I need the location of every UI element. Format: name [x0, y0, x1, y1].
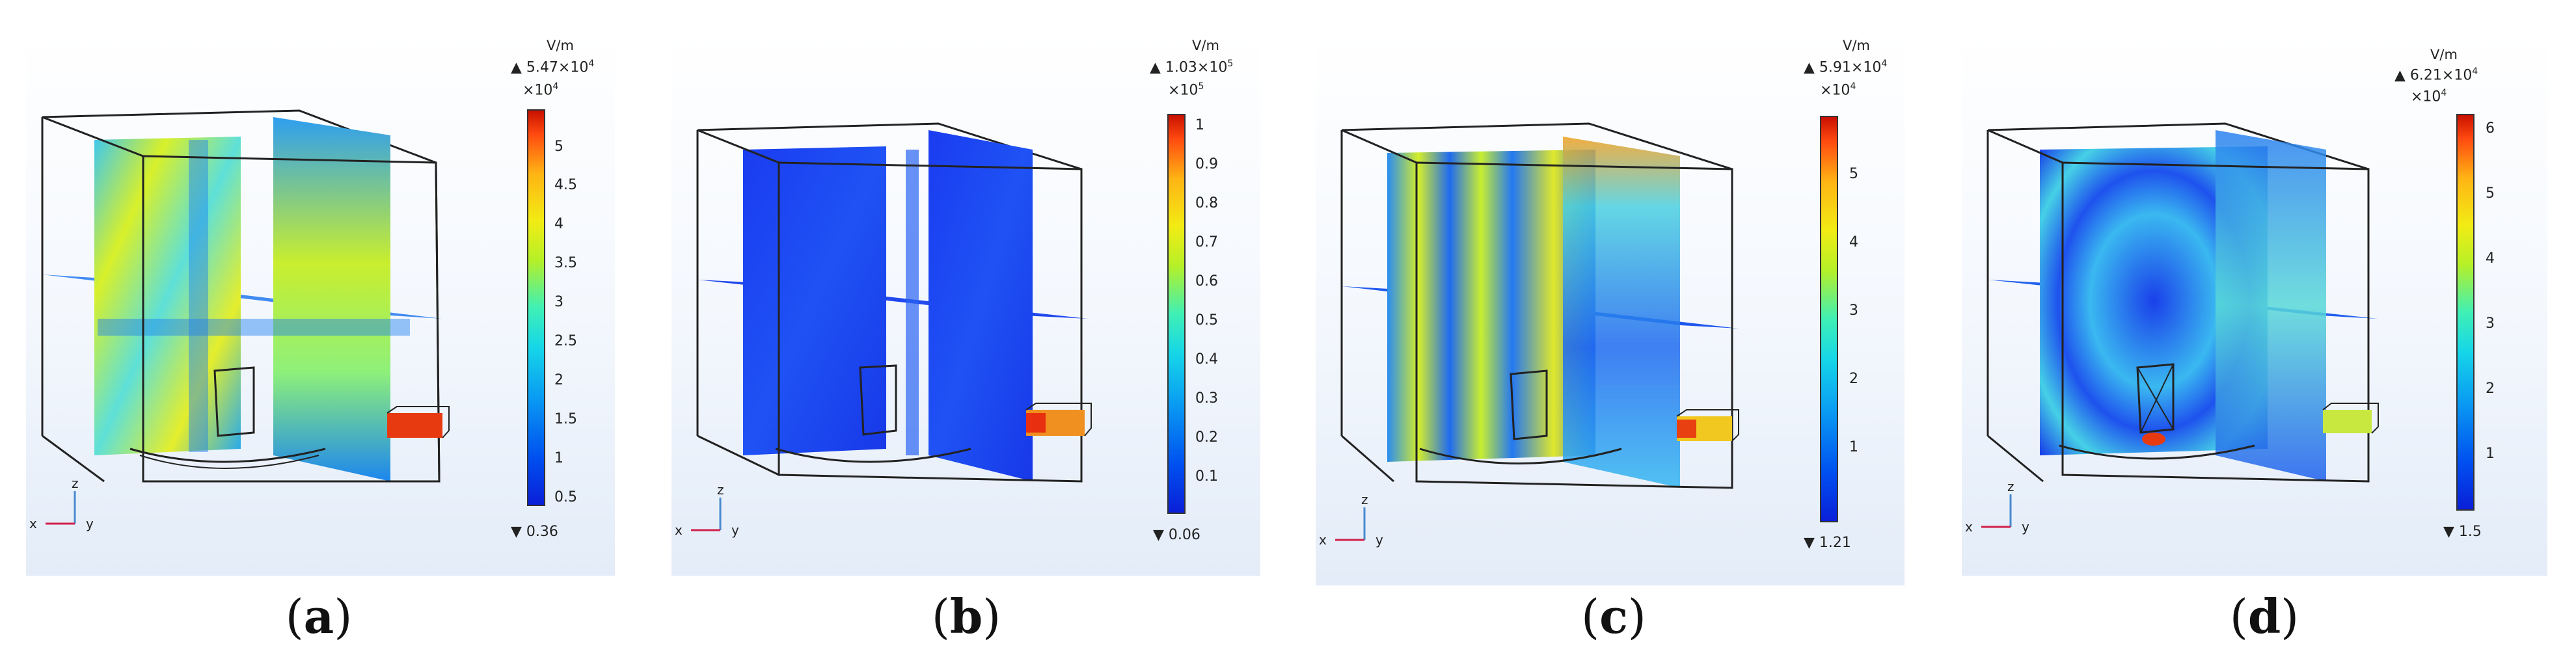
colorbar-min: ▼ 0.36 — [511, 524, 558, 540]
y-axis-label: y — [86, 516, 94, 531]
colorbar-max: ▲ 6.21×104 — [2394, 66, 2478, 84]
colorbar-exponent: ×104 — [1820, 81, 1856, 99]
colorbar-tick: 4.5 — [554, 177, 577, 193]
colorbar-tick: 0.1 — [1195, 468, 1218, 485]
y-axis-label: y — [2022, 519, 2029, 535]
colorbar-max: ▲ 5.91×104 — [1804, 59, 1888, 76]
colorbar-tick: 6 — [2486, 120, 2495, 137]
colorbar-tick: 0.5 — [554, 489, 577, 505]
colorbar — [2456, 114, 2474, 511]
colorbar-tick: 2 — [1849, 371, 1858, 387]
colorbar-tick: 0.8 — [1195, 195, 1218, 211]
colorbar-min: ▼ 0.06 — [1153, 527, 1200, 543]
figure-label-b: (b) — [931, 589, 1001, 644]
cavity-device — [213, 366, 255, 437]
colorbar-tick: 2 — [554, 372, 563, 388]
colorbar-tick: 0.7 — [1195, 234, 1218, 250]
vertical-slice-xz — [1563, 137, 1680, 488]
panel-d: z x y V/m ▲ 6.21×104 ×104 6 5 4 3 2 1 ▼ … — [1962, 33, 2547, 576]
figure-label-a: (a) — [285, 589, 353, 644]
cavity-device — [859, 364, 897, 436]
colorbar-min: ▼ 1.5 — [2443, 524, 2482, 540]
colorbar-tick: 1.5 — [554, 411, 577, 427]
colorbar-exponent: ×105 — [1168, 81, 1204, 99]
colorbar-tick: 3 — [2486, 315, 2495, 332]
x-axis-label: x — [1965, 519, 1973, 535]
colorbar-tick: 1 — [1195, 117, 1204, 133]
colorbar-max: ▲ 5.47×104 — [511, 59, 595, 76]
z-axis-label: z — [717, 482, 724, 498]
y-axis-label: y — [1376, 532, 1383, 548]
colorbar-max: ▲ 1.03×105 — [1150, 59, 1234, 76]
colorbar-tick: 2.5 — [554, 333, 577, 349]
colorbar-tick: 2 — [2486, 381, 2495, 397]
colorbar-min: ▼ 1.21 — [1804, 535, 1851, 551]
figure-label-c: (c) — [1580, 589, 1647, 644]
colorbar — [1167, 114, 1186, 514]
colorbar-tick: 1 — [1849, 439, 1858, 455]
colorbar — [1820, 116, 1838, 522]
colorbar-tick: 3.5 — [554, 255, 577, 271]
colorbar-tick: 3 — [554, 294, 563, 310]
x-axis-label: x — [29, 516, 37, 531]
panel-a: z x y V/m ▲ 5.47×104 ×104 5 4.5 4 3.5 3 … — [26, 33, 615, 576]
colorbar-exponent: ×104 — [522, 81, 559, 99]
colorbar-tick: 0.5 — [1195, 312, 1218, 328]
colorbar-tick: 3 — [1849, 302, 1858, 319]
x-axis-label: x — [675, 522, 683, 538]
colorbar-unit: V/m — [2430, 47, 2458, 62]
colorbar-tick: 0.9 — [1195, 156, 1218, 172]
vertical-slice-xz — [929, 130, 1033, 481]
colorbar-tick: 4 — [2486, 250, 2495, 267]
colorbar-tick: 4 — [554, 216, 563, 232]
colorbar-tick: 0.3 — [1195, 390, 1218, 407]
z-axis-label: z — [1361, 492, 1368, 507]
panel-c: z x y V/m ▲ 5.91×104 ×104 5 4 3 2 1 ▼ 1.… — [1316, 33, 1905, 585]
panel-b: z x y V/m ▲ 1.03×105 ×105 1 0.9 0.8 0.7 … — [671, 33, 1260, 576]
colorbar-unit: V/m — [547, 38, 574, 53]
colorbar-unit: V/m — [1843, 38, 1870, 53]
x-axis-label: x — [1319, 532, 1327, 548]
vertical-slice-xz — [2216, 130, 2326, 481]
colorbar-tick: 0.4 — [1195, 351, 1218, 368]
port-box — [2323, 410, 2372, 433]
field-plot-a: z x y — [29, 109, 450, 531]
port-box — [387, 413, 442, 438]
field-plot-c: z x y — [1319, 122, 1739, 548]
z-axis-label: z — [2007, 479, 2014, 494]
colorbar-tick: 5 — [2486, 185, 2495, 202]
colorbar-tick: 1 — [554, 450, 563, 466]
colorbar-tick: 5 — [1849, 166, 1858, 182]
colorbar-tick: 4 — [1849, 234, 1858, 250]
colorbar-tick: 1 — [2486, 446, 2495, 462]
field-plot-b: z x y — [675, 122, 1092, 538]
y-axis-label: y — [731, 522, 739, 538]
field-plot-d: z x y — [1965, 122, 2379, 535]
colorbar-tick: 0.6 — [1195, 273, 1218, 289]
cavity-device — [1510, 369, 1548, 440]
colorbar-unit: V/m — [1192, 38, 1219, 53]
colorbar — [527, 109, 545, 506]
vertical-slice-yz — [1387, 150, 1595, 462]
colorbar-exponent: ×104 — [2411, 88, 2447, 105]
z-axis-label: z — [72, 476, 79, 491]
vertical-slice-xz — [273, 117, 390, 481]
figure-label-d: (d) — [2229, 589, 2299, 644]
vertical-slice-yz — [743, 146, 886, 455]
colorbar-tick: 5 — [554, 139, 563, 155]
vertical-slice-yz — [94, 137, 241, 455]
vertical-slice-yz — [2040, 146, 2268, 455]
colorbar-tick: 0.2 — [1195, 429, 1218, 446]
